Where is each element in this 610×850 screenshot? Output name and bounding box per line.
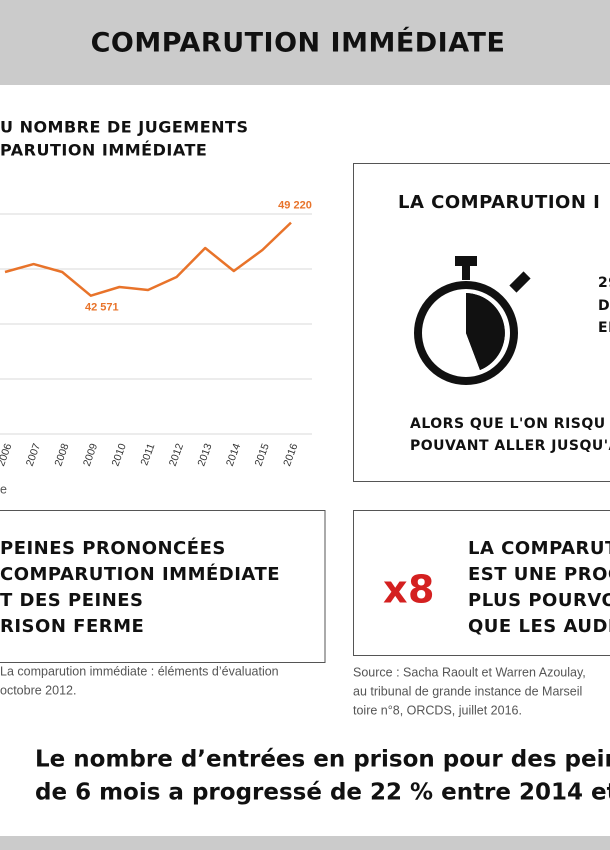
panel-text: QUE LES AUDI xyxy=(468,616,610,637)
header-band xyxy=(0,0,610,85)
x-tick-label: 2007 xyxy=(24,442,43,468)
panel-text: D' xyxy=(598,298,610,314)
panel-text: EST UNE PROC xyxy=(468,564,610,585)
panel-text: LA COMPARUT xyxy=(468,538,610,559)
chart-title: PARUTION IMMÉDIATE xyxy=(0,141,207,160)
panel-title: LA COMPARUTION I xyxy=(398,192,600,213)
panel-text: RISON FERME xyxy=(0,616,144,637)
panel-text: COMPARUTION IMMÉDIATE xyxy=(0,563,280,585)
value-label: 42 571 xyxy=(85,302,119,314)
header-title: COMPARUTION IMMÉDIATE xyxy=(91,27,506,59)
x-tick-label: 2009 xyxy=(81,442,100,468)
x-tick-label: 2012 xyxy=(167,442,186,468)
source-text: Source : Sacha Raoult et Warren Azoulay, xyxy=(353,665,586,679)
x-tick-label: 2011 xyxy=(138,442,157,467)
x-tick-label: 2015 xyxy=(253,442,272,468)
data-line xyxy=(4,221,292,297)
panel-text: POUVANT ALLER JUSQU'À xyxy=(410,437,610,454)
chart-title: U NOMBRE DE JUGEMENTS xyxy=(0,118,248,137)
panel-text: PLUS POURVO xyxy=(468,590,610,611)
panel-text: PEINES PRONONCÉES xyxy=(0,537,226,559)
value-label: 49 220 xyxy=(278,199,312,211)
panel-border xyxy=(0,510,326,663)
x-tick-label: 2006 xyxy=(0,442,14,468)
footer-band xyxy=(0,836,610,850)
source-text: octobre 2012. xyxy=(0,683,76,697)
panel-border xyxy=(353,510,610,656)
panel-text: EI xyxy=(598,320,610,336)
x-tick-label: 2014 xyxy=(224,442,243,468)
chart-source: e xyxy=(0,482,7,496)
x-tick-label: 2010 xyxy=(110,442,129,468)
footer-text: Le nombre d’entrées en prison pour des p… xyxy=(35,747,610,773)
stopwatch-icon xyxy=(414,256,531,385)
x-tick-label: 2016 xyxy=(281,442,300,468)
panel-text: ALORS QUE L'ON RISQU xyxy=(410,416,606,432)
panel-text: T DES PEINES xyxy=(0,590,144,611)
source-text: toire n°8, ORCDS, juillet 2016. xyxy=(353,703,522,717)
x-tick-label: 2013 xyxy=(195,442,214,468)
footer-text: de 6 mois a progressé de 22 % entre 2014… xyxy=(35,780,610,806)
source-text: La comparution immédiate : éléments d’év… xyxy=(0,664,279,678)
ratio-figure: x8 xyxy=(383,568,435,612)
source-text: au tribunal de grande instance de Marsei… xyxy=(353,684,582,698)
panel-border xyxy=(353,163,610,482)
panel-text: 29 xyxy=(598,275,610,291)
x-tick-label: 2008 xyxy=(52,442,71,468)
